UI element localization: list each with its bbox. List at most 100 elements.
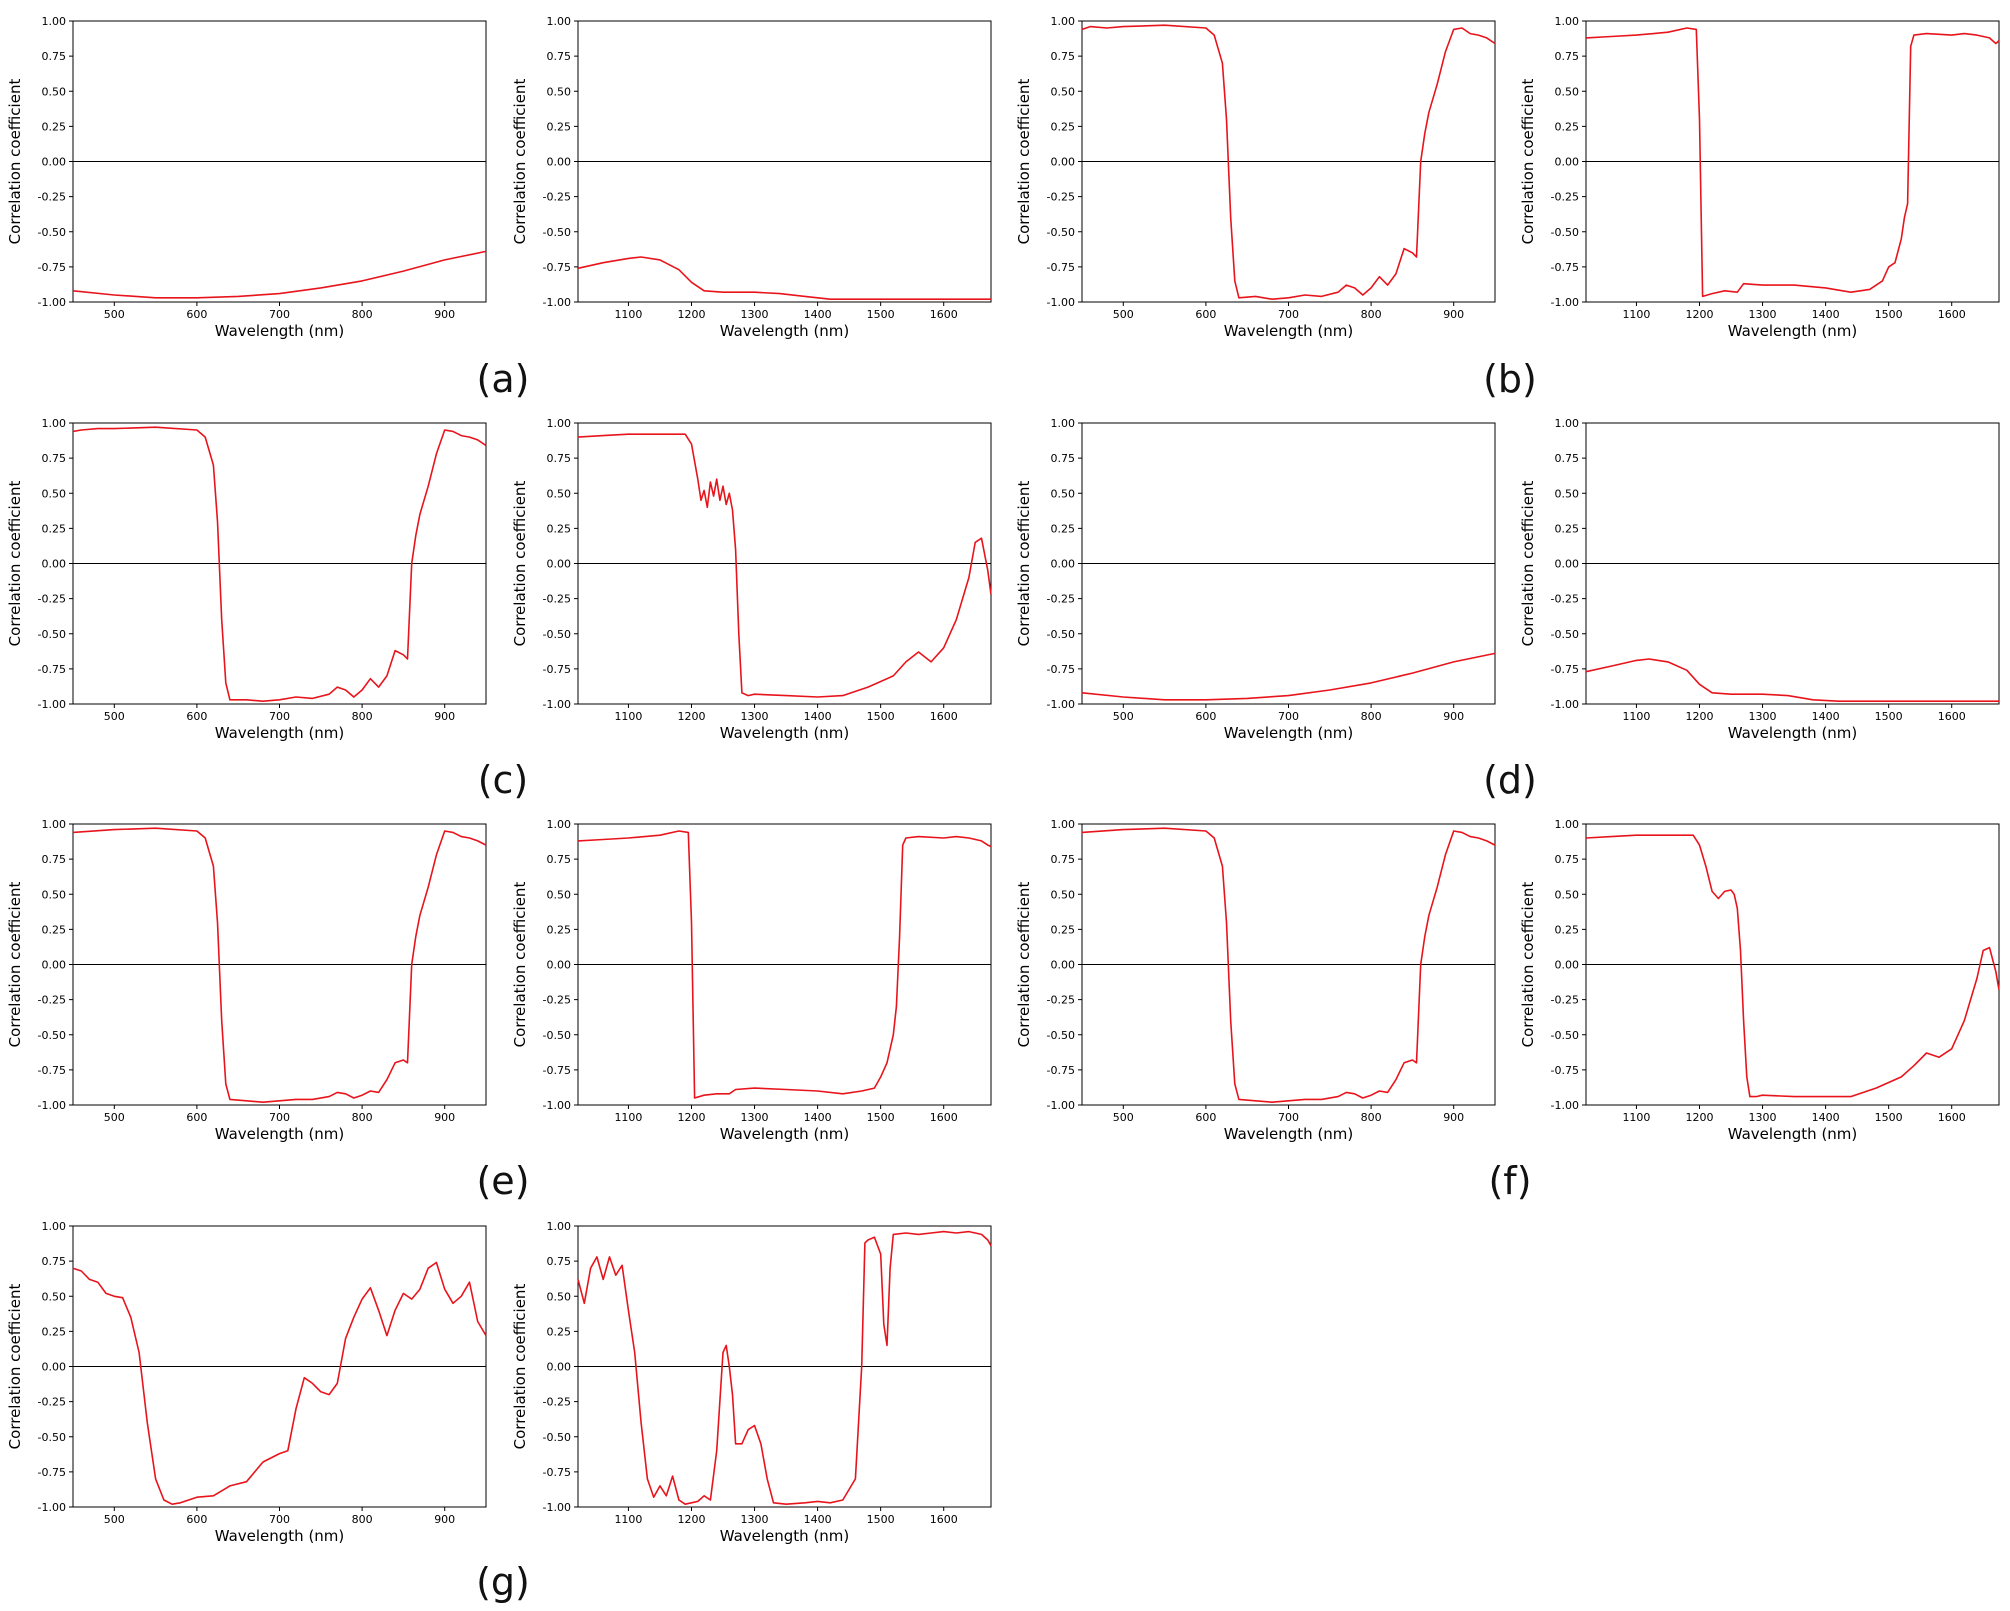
correlation-series-line xyxy=(1585,27,2000,298)
x-tick-label: 500 xyxy=(1113,308,1134,321)
x-tick-label: 600 xyxy=(1195,308,1216,321)
y-tick-label: 0.25 xyxy=(42,923,67,936)
y-tick-label: 0.75 xyxy=(1051,50,1076,63)
y-axis-label: Correlation coefficient xyxy=(511,481,529,647)
subplot: -1.00 -0.75 -0.50 -0.25 0.00 0.25 0.50 0.75 1.00… xyxy=(511,417,992,742)
x-tick-label: 1500 xyxy=(867,308,895,321)
x-tick-label: 900 xyxy=(434,308,455,321)
y-tick-label: -0.50 xyxy=(1551,226,1579,239)
x-tick-label: 600 xyxy=(1195,710,1216,723)
x-tick-label: 500 xyxy=(1113,710,1134,723)
y-axis-label: Correlation coefficient xyxy=(1519,79,1537,245)
correlation-series-line xyxy=(577,433,992,698)
y-tick-label: -1.00 xyxy=(543,1099,571,1112)
x-tick-label: 500 xyxy=(104,710,125,723)
x-tick-label: 900 xyxy=(1443,710,1464,723)
y-tick-label: 0.00 xyxy=(42,156,67,169)
y-tick-label: 1.00 xyxy=(547,1220,572,1233)
y-tick-label: -0.25 xyxy=(1551,994,1579,1007)
x-tick-label: 800 xyxy=(352,1513,373,1526)
x-tick-label: 900 xyxy=(434,710,455,723)
subplot: -1.00 -0.75 -0.50 -0.25 0.00 0.25 0.50 0.75 1.00… xyxy=(511,1220,992,1545)
x-tick-label: 1200 xyxy=(1685,308,1713,321)
x-tick-label: 500 xyxy=(104,1111,125,1124)
y-tick-label: 1.00 xyxy=(1051,417,1076,430)
x-tick-label: 1400 xyxy=(1812,1111,1840,1124)
y-tick-label: -1.00 xyxy=(1047,1099,1075,1112)
y-tick-label: 0.00 xyxy=(547,156,572,169)
x-tick-label: 1500 xyxy=(1875,710,1903,723)
y-tick-label: -0.50 xyxy=(1047,1029,1075,1042)
correlation-series-line xyxy=(1081,652,1496,701)
x-tick-label: 1100 xyxy=(614,1513,642,1526)
panel-label: (e) xyxy=(476,1159,529,1203)
x-tick-label: 500 xyxy=(1113,1111,1134,1124)
y-axis-label: Correlation coefficient xyxy=(511,1284,529,1450)
y-tick-label: 0.00 xyxy=(42,558,67,571)
y-tick-label: 0.25 xyxy=(1555,120,1580,133)
y-tick-label: -0.25 xyxy=(1551,191,1579,204)
x-tick-label: 1400 xyxy=(804,1513,832,1526)
x-tick-label: 700 xyxy=(269,308,290,321)
x-tick-label: 800 xyxy=(1361,1111,1382,1124)
y-tick-label: -0.50 xyxy=(38,1029,66,1042)
x-tick-label: 600 xyxy=(1195,1111,1216,1124)
y-tick-label: 0.25 xyxy=(42,1325,67,1338)
y-tick-label: -0.75 xyxy=(543,1466,571,1479)
y-tick-label: -0.75 xyxy=(1551,1064,1579,1077)
y-tick-label: 0.00 xyxy=(1051,156,1076,169)
y-tick-label: -0.50 xyxy=(543,628,571,641)
y-tick-label: -0.50 xyxy=(1047,226,1075,239)
y-tick-label: 0.75 xyxy=(42,50,67,63)
x-tick-label: 600 xyxy=(186,1513,207,1526)
correlation-series-line xyxy=(72,250,487,299)
x-tick-label: 800 xyxy=(352,1111,373,1124)
y-tick-label: 0.50 xyxy=(547,85,572,98)
y-tick-label: 0.00 xyxy=(42,1361,67,1374)
y-tick-label: -0.50 xyxy=(1047,628,1075,641)
y-tick-label: 1.00 xyxy=(42,15,67,28)
y-tick-label: -1.00 xyxy=(1047,296,1075,309)
y-tick-label: 0.75 xyxy=(42,452,67,465)
y-tick-label: 0.75 xyxy=(1051,853,1076,866)
y-tick-label: -1.00 xyxy=(38,1501,66,1514)
panel-label: (c) xyxy=(478,758,529,802)
x-tick-label: 900 xyxy=(434,1513,455,1526)
x-tick-label: 1200 xyxy=(677,710,705,723)
x-tick-label: 1600 xyxy=(930,308,958,321)
y-tick-label: -0.75 xyxy=(38,261,66,274)
correlation-series-line xyxy=(577,256,991,300)
y-tick-label: 0.75 xyxy=(42,853,67,866)
x-tick-label: 1300 xyxy=(1749,308,1777,321)
x-tick-label: 1400 xyxy=(1812,308,1840,321)
y-tick-label: 1.00 xyxy=(1555,818,1580,831)
x-axis-label: Wavelength (nm) xyxy=(1224,724,1354,742)
y-tick-label: -0.50 xyxy=(543,226,571,239)
y-tick-label: -0.75 xyxy=(1047,663,1075,676)
y-tick-label: -0.75 xyxy=(543,1064,571,1077)
x-tick-label: 1100 xyxy=(1622,308,1650,321)
subplot: -1.00 -0.75 -0.50 -0.25 0.00 0.25 0.50 0.75 1.00… xyxy=(511,15,992,340)
x-tick-label: 1300 xyxy=(741,1513,769,1526)
y-axis-label: Correlation coefficient xyxy=(1519,481,1537,647)
y-tick-label: -0.25 xyxy=(38,994,66,1007)
y-tick-label: 1.00 xyxy=(1051,818,1076,831)
correlation-series-line xyxy=(72,1261,487,1505)
y-axis-label: Correlation coefficient xyxy=(1015,79,1033,245)
y-tick-label: 0.75 xyxy=(1051,452,1076,465)
x-tick-label: 800 xyxy=(1361,308,1382,321)
panel-label: (g) xyxy=(476,1560,530,1604)
x-tick-label: 1100 xyxy=(614,1111,642,1124)
y-axis-label: Correlation coefficient xyxy=(1015,481,1033,647)
x-tick-label: 1400 xyxy=(804,710,832,723)
x-axis-label: Wavelength (nm) xyxy=(215,1527,345,1545)
y-tick-label: 0.75 xyxy=(547,1255,572,1268)
x-tick-label: 1200 xyxy=(1685,710,1713,723)
x-tick-label: 1400 xyxy=(804,308,832,321)
y-tick-label: -1.00 xyxy=(543,1501,571,1514)
y-tick-label: 1.00 xyxy=(547,15,572,28)
y-tick-label: -0.25 xyxy=(38,593,66,606)
y-tick-label: 0.50 xyxy=(1555,888,1580,901)
x-axis-label: Wavelength (nm) xyxy=(215,322,345,340)
